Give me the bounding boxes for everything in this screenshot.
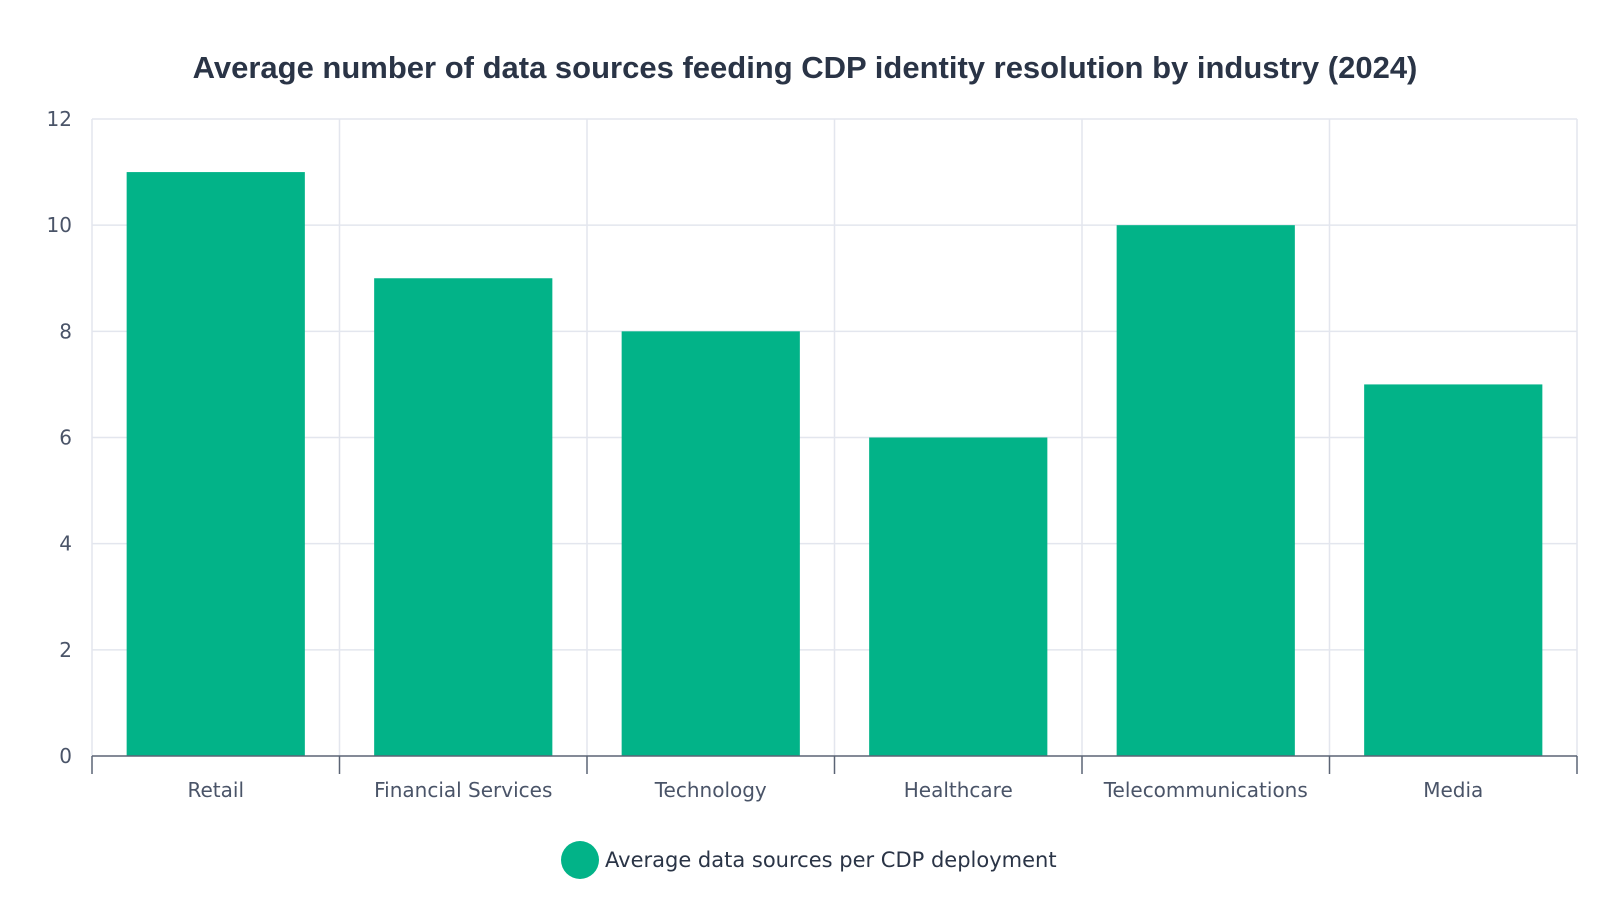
bars	[126, 172, 1543, 757]
y-tick-label: 4	[59, 532, 72, 556]
y-tick-label: 8	[59, 319, 72, 343]
bar-telecommunications[interactable]	[1116, 225, 1295, 756]
bar-financial-services[interactable]	[374, 278, 553, 756]
x-tick-label: Retail	[187, 778, 244, 802]
x-tick-label: Technology	[654, 778, 767, 802]
chart-title: Average number of data sources feeding C…	[193, 50, 1418, 85]
x-tick-label: Telecommunications	[1103, 778, 1308, 802]
y-tick-label: 12	[47, 107, 72, 131]
bar-retail[interactable]	[126, 172, 305, 757]
legend-swatch[interactable]	[561, 841, 599, 879]
bar-technology[interactable]	[621, 331, 800, 756]
axes: 0 2 4 6 8 10 12 Retail Financial Services Technol…	[47, 107, 1578, 802]
y-tick-label: 2	[59, 638, 72, 662]
legend[interactable]: Average data sources per CDP deployment	[561, 841, 1057, 879]
x-tick-label: Financial Services	[374, 778, 552, 802]
y-tick-label: 10	[47, 213, 72, 237]
x-tick-label: Media	[1423, 778, 1483, 802]
bar-media[interactable]	[1364, 384, 1543, 756]
y-tick-label: 6	[59, 426, 72, 450]
legend-label[interactable]: Average data sources per CDP deployment	[605, 848, 1057, 872]
x-tick-label: Healthcare	[904, 778, 1013, 802]
bar-healthcare[interactable]	[869, 437, 1048, 757]
gridlines	[91, 118, 1578, 756]
y-tick-label: 0	[59, 744, 72, 768]
